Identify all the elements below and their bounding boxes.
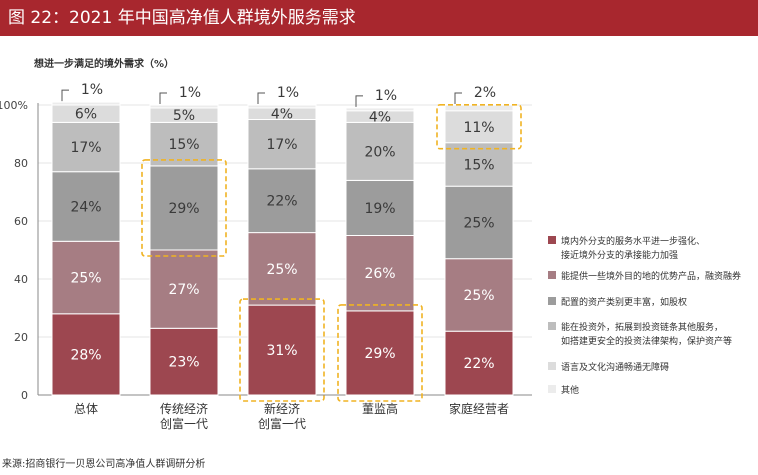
legend-swatch — [548, 385, 556, 393]
bar-segment — [149, 121, 219, 167]
highlight-box — [337, 304, 423, 402]
callout-line — [61, 89, 69, 102]
x-tick-label: 新经济 — [264, 401, 300, 416]
bar-segment — [345, 121, 415, 181]
bar-segment — [345, 107, 415, 112]
title-bar: 图 22：2021 年中国高净值人群境外服务需求 — [0, 0, 758, 36]
data-label: 22% — [266, 194, 297, 210]
data-label: 6% — [75, 107, 97, 123]
legend-label: 其他 — [561, 384, 579, 396]
data-label: 20% — [364, 144, 395, 160]
bar-segment — [345, 310, 415, 396]
data-label: 11% — [463, 120, 494, 136]
callout-line — [159, 92, 167, 104]
bar-segment — [345, 179, 415, 236]
x-tick-label: 创富一代 — [258, 416, 306, 431]
data-label: 22% — [463, 356, 494, 372]
figure-title: 图 22：2021 年中国高净值人群境外服务需求 — [8, 8, 356, 28]
data-label: 29% — [364, 346, 395, 362]
bar-segment — [444, 330, 514, 396]
callout-line — [355, 95, 363, 107]
legend-label: 能提供一些境外目的地的优势产品，融资融券 — [561, 270, 741, 282]
data-label: 1% — [277, 85, 299, 101]
data-label: 4% — [369, 110, 391, 126]
legend-swatch — [548, 322, 556, 330]
legend-label: 如搭建更安全的投资法律架构，保护资产等 — [561, 335, 732, 347]
data-label: 15% — [463, 157, 494, 173]
callout-line — [257, 92, 265, 104]
y-tick-label: 0 — [21, 389, 28, 402]
legend-label: 能在投资外，拓展到投资链条其他服务， — [561, 321, 723, 333]
bar-segment — [247, 304, 317, 396]
callout-line — [454, 92, 462, 104]
data-label: 26% — [364, 266, 395, 282]
data-label: 17% — [70, 140, 101, 156]
highlight-box — [436, 104, 522, 150]
x-tick-label: 总体 — [74, 402, 98, 416]
bar-segment — [247, 104, 317, 109]
bar-segment — [444, 258, 514, 332]
legend-swatch — [548, 297, 556, 305]
legend-label: 配置的资产类别更丰富，如股权 — [561, 296, 687, 308]
y-tick-label: 20 — [14, 331, 28, 344]
bar-segment — [444, 104, 514, 112]
data-label: 27% — [168, 282, 199, 298]
data-label: 25% — [463, 215, 494, 231]
bar-segment — [149, 327, 219, 396]
y-tick-label: 40 — [14, 273, 28, 286]
bar-segment — [444, 185, 514, 260]
chart-subtitle: 想进一步满足的境外需求（%） — [33, 57, 174, 70]
highlight-box — [239, 298, 325, 402]
bar-segment — [51, 240, 121, 315]
bar-segment — [345, 235, 415, 312]
bar-segment — [51, 121, 121, 173]
data-label: 19% — [364, 201, 395, 217]
legend-swatch — [548, 271, 556, 279]
source-note: 来源:招商银行一贝恩公司高净值人群调研分析 — [2, 459, 206, 470]
data-label: 1% — [375, 88, 397, 104]
data-label: 1% — [81, 82, 103, 98]
bar-segment — [51, 313, 121, 396]
data-label: 23% — [168, 355, 199, 371]
y-tick-label: 100% — [0, 99, 28, 112]
data-label: 25% — [463, 288, 494, 304]
data-label: 25% — [266, 262, 297, 278]
legend-label: 境内外分支的服务水平进一步强化、 — [561, 235, 705, 247]
data-label: 29% — [168, 201, 199, 217]
bar-segment — [149, 249, 219, 329]
legend-label: 语言及文化沟通畅通无障碍 — [561, 361, 669, 373]
bar-segment — [247, 168, 317, 234]
bar-segment — [51, 171, 121, 242]
data-label: 15% — [168, 137, 199, 153]
x-tick-label: 传统经济 — [160, 401, 208, 416]
legend-swatch — [548, 362, 556, 370]
data-label: 5% — [173, 108, 195, 124]
y-tick-label: 80 — [14, 157, 28, 170]
legend-label: 接近境外分支的承接能力加强 — [561, 249, 678, 261]
data-label: 24% — [70, 200, 101, 216]
bar-segment — [444, 142, 514, 187]
bar-segment — [51, 101, 121, 106]
highlight-box — [141, 159, 227, 257]
bar-segment — [149, 165, 219, 251]
x-tick-label: 家庭经营者 — [449, 401, 509, 416]
data-label: 28% — [70, 347, 101, 363]
y-tick-label: 60 — [14, 215, 28, 228]
data-label: 2% — [474, 85, 496, 101]
x-tick-label: 创富一代 — [160, 416, 208, 431]
data-label: 4% — [271, 107, 293, 123]
data-label: 1% — [179, 85, 201, 101]
x-tick-label: 董监高 — [362, 401, 398, 416]
bar-segment — [149, 104, 219, 109]
data-label: 25% — [70, 271, 101, 287]
legend-swatch — [548, 236, 556, 244]
data-label: 17% — [266, 137, 297, 153]
data-label: 31% — [266, 343, 297, 359]
bar-segment — [247, 232, 317, 306]
